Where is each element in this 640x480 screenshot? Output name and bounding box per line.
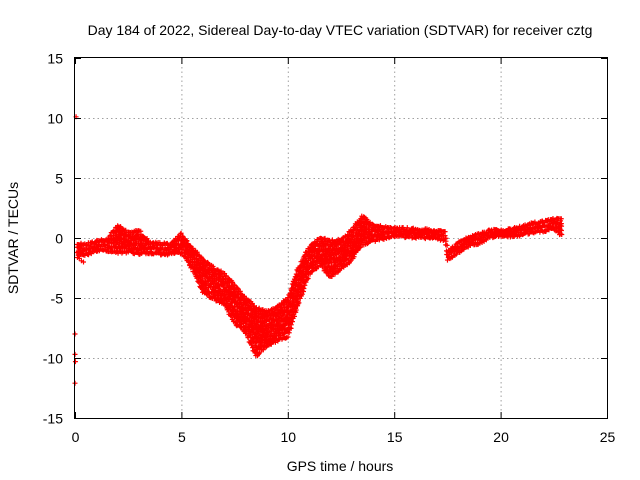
data-point [184, 238, 190, 244]
x-axis-label: GPS time / hours [287, 458, 394, 474]
data-point [443, 235, 449, 241]
data-point [558, 228, 564, 234]
data-series [72, 114, 565, 386]
chart-title: Day 184 of 2022, Sidereal Day-to-day VTE… [88, 22, 593, 38]
data-point [322, 235, 328, 241]
y-tick-label: -15 [43, 411, 63, 427]
y-tick-label: 5 [55, 171, 63, 187]
plot-frame [74, 57, 608, 419]
x-tick-label: 5 [178, 429, 186, 445]
data-point [508, 226, 514, 232]
data-point [235, 286, 241, 292]
data-point [202, 258, 208, 264]
axes: 0 5 10 15 20 25 15 10 5 0 -5 -10 -15 [43, 51, 616, 446]
data-point [210, 263, 216, 269]
data-point [223, 273, 229, 279]
y-tick-label: 0 [55, 231, 63, 247]
data-point [301, 286, 307, 292]
x-tick-label: 25 [600, 429, 616, 445]
data-point [237, 288, 243, 294]
data-point [404, 225, 410, 231]
data-point [234, 285, 240, 291]
data-point [257, 349, 263, 355]
data-point [144, 236, 150, 242]
y-tick-label: 15 [47, 51, 63, 67]
data-point [444, 242, 450, 248]
data-point [370, 222, 376, 228]
data-point [159, 242, 165, 248]
x-tick-label: 0 [72, 429, 80, 445]
y-tick-label: -10 [43, 351, 63, 367]
data-point [532, 219, 538, 225]
data-point [558, 221, 564, 227]
data-point [293, 307, 299, 313]
data-point [322, 264, 328, 270]
data-point [199, 255, 205, 261]
data-point [120, 226, 126, 232]
data-point [285, 334, 291, 340]
data-point [305, 275, 311, 281]
data-point [296, 300, 302, 306]
data-point [249, 300, 255, 306]
y-tick-label: -5 [51, 291, 64, 307]
x-tick-label: 10 [281, 429, 297, 445]
data-point [558, 216, 564, 222]
data-point [179, 233, 185, 239]
x-tick-label: 20 [493, 429, 509, 445]
y-tick-label: 10 [47, 111, 63, 127]
data-point [178, 230, 184, 236]
data-point [364, 216, 370, 222]
y-axis-label: SDTVAR / TECUs [5, 182, 21, 294]
data-point [81, 259, 87, 265]
data-point [558, 227, 564, 233]
data-point [72, 359, 78, 365]
data-point [442, 229, 448, 235]
data-point [291, 313, 297, 319]
data-point [190, 245, 196, 251]
data-point [198, 254, 204, 260]
data-point [176, 235, 182, 241]
x-tick-label: 15 [387, 429, 403, 445]
